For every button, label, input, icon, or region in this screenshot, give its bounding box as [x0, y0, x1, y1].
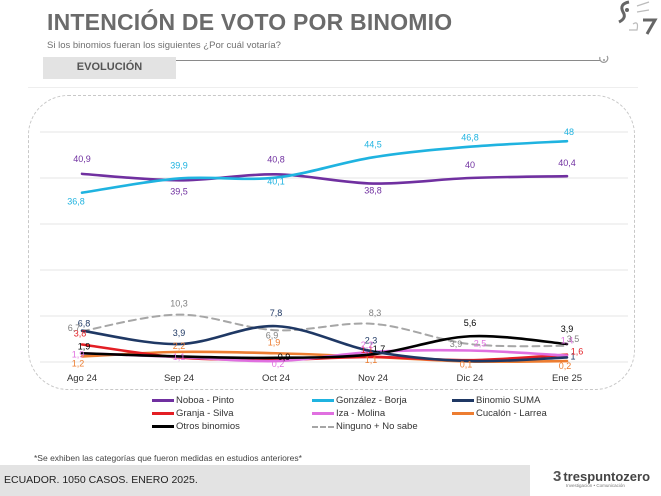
series-line-otros-binomios [80, 334, 569, 360]
series-line-binomio-suma [80, 324, 569, 363]
series-line-gonz-lez-borja [80, 139, 569, 195]
legend-label: Iza - Molina [336, 408, 386, 419]
legend-item: Cucalón - Larrea [452, 408, 547, 419]
legend-item: González - Borja [312, 395, 407, 406]
brand-logo: 3 trespuntozero Investigación • Comunicac… [553, 468, 651, 488]
x-tick-label: Ene 25 [552, 373, 582, 384]
data-label: 1,7 [373, 344, 386, 354]
data-label: 0,2 [272, 359, 285, 369]
data-label: 40 [465, 160, 475, 170]
legend-swatch [312, 425, 334, 428]
data-label: 40,4 [558, 158, 576, 168]
data-label: 0,9 [278, 352, 291, 362]
section-divider [176, 60, 600, 61]
swirl-icon [599, 55, 609, 63]
data-label: 44,5 [364, 139, 382, 149]
legend-swatch [152, 399, 174, 402]
data-label: 2,5 [474, 339, 487, 349]
source-text: ECUADOR. 1050 CASOS. ENERO 2025. [4, 474, 198, 486]
data-label: 7,8 [270, 308, 283, 318]
data-label: 36,8 [67, 197, 85, 207]
legend-swatch [312, 412, 334, 415]
data-label: 1,4 [561, 336, 574, 346]
brand-name: trespuntozero [563, 469, 651, 484]
data-label: 2,2 [173, 341, 186, 351]
footnote: *Se exhiben las categorías que fueron me… [34, 453, 302, 463]
legend-swatch [152, 412, 174, 415]
data-label: 40,9 [73, 154, 91, 164]
legend-label: Binomio SUMA [476, 395, 541, 406]
brand-mark-icon: 3 [553, 468, 562, 485]
series-line-ninguno-no-sabe [81, 313, 568, 348]
legend-swatch [152, 425, 174, 428]
legend-label: Cucalón - Larrea [476, 408, 547, 419]
data-label: 1,1 [365, 355, 378, 365]
legend-item: Binomio SUMA [452, 395, 540, 406]
data-label: 3,5 [567, 334, 580, 344]
data-label: 6,9 [266, 330, 279, 340]
legend-label: Otros binomios [176, 421, 240, 432]
data-label: 40,8 [267, 154, 285, 164]
legend-item: Granja - Silva [152, 408, 234, 419]
data-label: 48 [564, 127, 574, 137]
legend-label: Noboa - Pinto [176, 395, 235, 406]
data-label: 46,8 [461, 133, 479, 143]
data-label: 1,9 [78, 341, 91, 351]
footer-bar: ECUADOR. 1050 CASOS. ENERO 2025. [0, 465, 530, 496]
legend-label: Ninguno + No sabe [336, 421, 418, 432]
data-label: 2,3 [365, 335, 378, 345]
data-label: 5,6 [464, 318, 477, 328]
data-label: 3,9 [561, 324, 574, 334]
x-tick-label: Oct 24 [262, 373, 290, 384]
data-label: 1,1 [173, 352, 186, 362]
data-label: 6,8 [78, 319, 91, 329]
section-tab-label: EVOLUCIÓN [76, 61, 143, 73]
data-label: 3,8 [74, 329, 87, 339]
data-label: 39,5 [170, 186, 188, 196]
data-label: 1,1 [361, 345, 374, 355]
data-label: 1 [570, 351, 575, 361]
legend-item: Otros binomios [152, 421, 240, 432]
page-subtitle: Si los binomios fueran los siguientes ¿P… [47, 40, 281, 51]
x-tick-label: Dic 24 [457, 373, 484, 384]
data-label: 0,2 [559, 361, 572, 371]
data-label: 10,3 [170, 299, 188, 309]
x-tick-label: Ago 24 [67, 373, 97, 384]
legend-swatch [312, 399, 334, 402]
legend-item: Noboa - Pinto [152, 395, 234, 406]
data-label: 40,1 [267, 177, 285, 187]
data-label: 6,7 [68, 323, 81, 333]
section-tab: EVOLUCIÓN [43, 57, 176, 79]
legend-item: Iza - Molina [312, 408, 385, 419]
data-label: 2,2 [361, 340, 374, 350]
legend-swatch [452, 399, 474, 402]
data-label: 1,9 [72, 349, 85, 359]
x-tick-label: Sep 24 [164, 373, 194, 384]
data-label: 3,9 [450, 339, 463, 349]
x-tick-label: Nov 24 [358, 373, 388, 384]
data-label: 0,1 [460, 360, 473, 370]
page-title: INTENCIÓN DE VOTO POR BINOMIO [47, 9, 453, 35]
legend-label: Granja - Silva [176, 408, 234, 419]
legend-label: González - Borja [336, 395, 407, 406]
legend-swatch [452, 412, 474, 415]
data-label: 1,6 [571, 347, 584, 357]
legend-item: Ninguno + No sabe [312, 421, 418, 432]
data-label: 1,9 [268, 337, 281, 347]
data-label: 39,9 [170, 160, 188, 170]
data-label: 3,9 [173, 328, 186, 338]
chart-frame [28, 95, 635, 390]
data-label: 8,3 [369, 308, 382, 318]
data-label: 38,8 [364, 186, 382, 196]
brand-tagline: Investigación • Comunicación [566, 483, 625, 488]
brand-corner-icon [618, 0, 658, 35]
data-label: 1,2 [72, 358, 85, 368]
header-separator [28, 87, 638, 88]
